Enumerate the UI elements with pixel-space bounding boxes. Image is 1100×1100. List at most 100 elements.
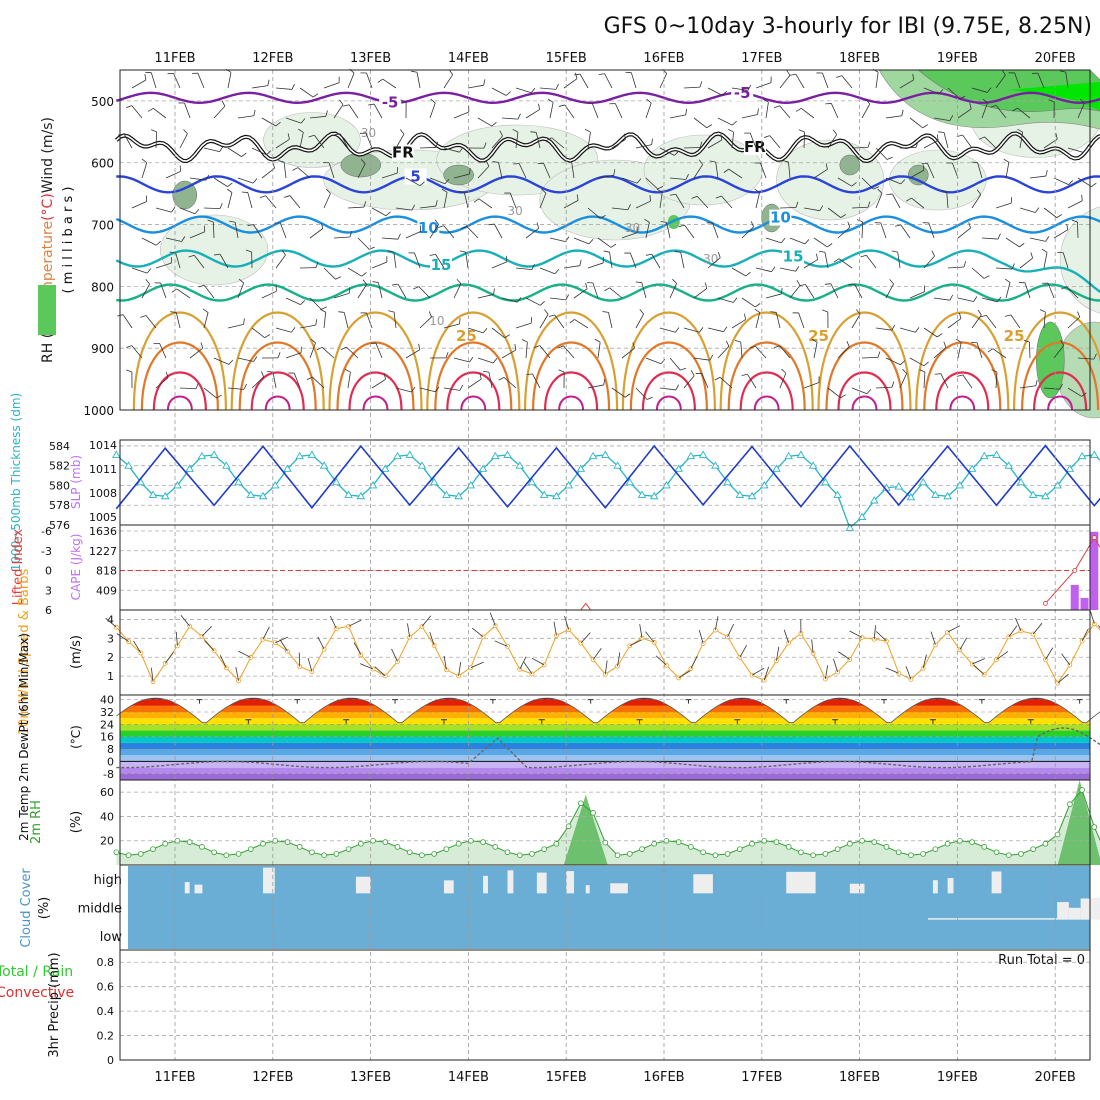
wind-barb bbox=[693, 354, 714, 361]
wind-barb-flag bbox=[461, 226, 468, 230]
wind10m-barb bbox=[1057, 673, 1069, 684]
wind-barb-flag bbox=[483, 142, 487, 149]
li-marker bbox=[1072, 568, 1078, 573]
rh2m-marker bbox=[333, 851, 340, 857]
isotherm-30-arch bbox=[336, 341, 415, 411]
wind-barb bbox=[309, 297, 327, 310]
wind-barb-flag bbox=[741, 374, 748, 376]
wind10m-barb bbox=[959, 637, 968, 650]
wind-barb-flag bbox=[411, 204, 416, 211]
wind-barb bbox=[419, 311, 432, 329]
wind-barb-staff bbox=[597, 342, 601, 359]
li-tick-label: -3 bbox=[41, 545, 52, 558]
thickness-marker bbox=[307, 450, 317, 458]
wind-barb-flag bbox=[469, 356, 474, 363]
rh2m-marker bbox=[394, 844, 401, 850]
isotherm-35-arch bbox=[641, 371, 696, 411]
wind-barb bbox=[203, 387, 222, 399]
wind-barb-flag bbox=[709, 354, 714, 361]
isotherm-25-arch bbox=[230, 311, 325, 411]
wind-barb-flag bbox=[530, 131, 537, 133]
thickness-marker bbox=[992, 450, 1001, 458]
wind-barb-staff bbox=[309, 297, 322, 310]
wind-barb-flag bbox=[745, 271, 751, 277]
wind-barb-flag bbox=[891, 324, 896, 331]
temp-band bbox=[120, 718, 1090, 725]
wind-barb bbox=[1059, 70, 1069, 89]
wind-barb-staff bbox=[1019, 385, 1036, 389]
wind-barb bbox=[635, 309, 645, 329]
wind-barb-staff bbox=[155, 262, 172, 269]
wind-barb bbox=[131, 195, 148, 209]
temp-tick-label: 24 bbox=[100, 718, 114, 731]
wind-barb bbox=[749, 345, 767, 359]
isotherm-35-arch bbox=[446, 371, 501, 411]
wind-barb bbox=[987, 348, 1007, 359]
wind-barb-flag bbox=[706, 124, 713, 129]
thickness-tick-label: 576 bbox=[49, 519, 70, 532]
wind-barb-flag bbox=[140, 315, 147, 318]
wind-barb-flag bbox=[588, 239, 594, 245]
wind-barb-staff bbox=[501, 117, 518, 120]
wind-barb-flag bbox=[538, 103, 540, 110]
wind-barb-flag bbox=[473, 198, 480, 203]
wind-barb bbox=[453, 168, 471, 179]
cloud-level-label: middle bbox=[78, 902, 122, 917]
wind-barb-flag bbox=[151, 129, 157, 133]
wind-barb-staff bbox=[707, 257, 721, 269]
rh-contour-label: 10 bbox=[429, 314, 444, 328]
wind-barb bbox=[683, 81, 703, 89]
wind-barb bbox=[539, 267, 560, 275]
wind-barb-flag bbox=[228, 359, 234, 365]
wind-barb-staff bbox=[813, 168, 828, 179]
wind-barb-staff bbox=[212, 221, 215, 239]
wind-barb bbox=[371, 256, 388, 269]
wind-barb bbox=[731, 313, 746, 329]
wind-barb-staff bbox=[443, 323, 460, 329]
wind-barb bbox=[284, 195, 301, 209]
wind-barb bbox=[971, 342, 983, 359]
thickness-marker bbox=[796, 450, 806, 458]
wind-barb-staff bbox=[549, 297, 566, 301]
wind-barb-flag bbox=[397, 233, 401, 240]
wind10m-barb bbox=[553, 621, 557, 636]
wind-barb-staff bbox=[299, 324, 316, 329]
wind-barb bbox=[597, 169, 616, 179]
wind10m-barb bbox=[116, 633, 129, 642]
wind-barb bbox=[539, 309, 549, 329]
wind-barb bbox=[251, 327, 271, 339]
wind-barb bbox=[586, 102, 599, 119]
wind-barb bbox=[411, 70, 421, 89]
wind-barb bbox=[278, 160, 287, 179]
wind10m-barb-staff bbox=[489, 612, 496, 626]
wind-barb bbox=[728, 129, 734, 149]
thickness-marker bbox=[112, 450, 121, 458]
wind-barb bbox=[597, 237, 617, 248]
isotherm-30-arch bbox=[923, 341, 1002, 411]
wind-barb-flag bbox=[1060, 340, 1065, 346]
wind-barb-staff bbox=[309, 342, 316, 359]
wind-barb-staff bbox=[515, 132, 519, 149]
wind-barb-flag bbox=[721, 90, 727, 96]
wind-barb bbox=[1077, 98, 1085, 119]
wind-barb-flag bbox=[219, 146, 224, 152]
wind-barb-flag bbox=[264, 334, 271, 339]
rh2m-marker bbox=[871, 839, 878, 845]
cloud-mid-gap bbox=[1010, 918, 1022, 920]
wind-barb-flag bbox=[816, 253, 819, 260]
wind10m-barb-staff bbox=[838, 651, 851, 660]
wind-barb-staff bbox=[289, 195, 301, 209]
wind10m-barb bbox=[776, 646, 780, 661]
wind-barb-staff bbox=[755, 312, 761, 329]
wind-barb-staff bbox=[153, 107, 167, 119]
wind-barb bbox=[825, 103, 839, 119]
isotherm-25-arch bbox=[817, 311, 912, 411]
wind10m-barb bbox=[714, 616, 719, 631]
wind-barb-staff bbox=[971, 87, 988, 93]
wind-barb bbox=[357, 237, 375, 250]
wind-barb bbox=[226, 188, 233, 209]
wind-barb-flag bbox=[539, 300, 545, 306]
wind10m-barb-staff bbox=[429, 632, 435, 646]
wind-barb-staff bbox=[717, 297, 734, 303]
wind-barb bbox=[779, 201, 799, 209]
